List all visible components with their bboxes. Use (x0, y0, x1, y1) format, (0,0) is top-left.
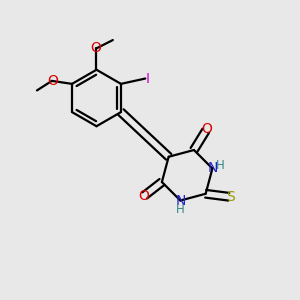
Text: N: N (207, 161, 218, 176)
Text: N: N (175, 194, 186, 208)
Text: H: H (176, 203, 185, 216)
Text: O: O (47, 74, 58, 88)
Text: H: H (216, 159, 225, 172)
Text: O: O (90, 41, 101, 56)
Text: O: O (138, 189, 149, 203)
Text: I: I (146, 71, 150, 85)
Text: O: O (201, 122, 212, 136)
Text: S: S (226, 190, 235, 204)
